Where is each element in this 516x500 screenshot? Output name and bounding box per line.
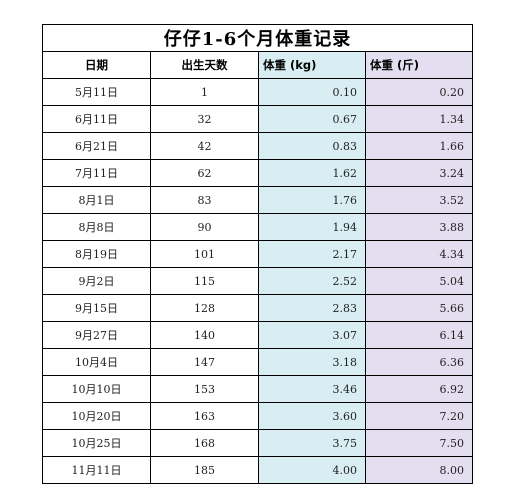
header-weight-kg: 体重 (kg) [258, 51, 366, 79]
table-row: 11月11日 185 4.00 8.00 [42, 456, 474, 484]
cell-weight-jin: 4.34 [364, 240, 474, 268]
cell-weight-kg: 1.62 [258, 159, 366, 187]
cell-weight-kg: 3.60 [258, 402, 366, 430]
cell-date: 10月10日 [42, 375, 151, 403]
cell-weight-kg: 2.52 [258, 267, 366, 295]
cell-date: 8月8日 [42, 213, 151, 241]
cell-days: 153 [150, 375, 259, 403]
cell-weight-kg: 1.94 [258, 213, 366, 241]
cell-days: 42 [150, 132, 259, 160]
cell-weight-kg: 0.83 [258, 132, 366, 160]
cell-weight-jin: 1.66 [364, 132, 474, 160]
cell-date: 5月11日 [42, 78, 151, 106]
table-row: 7月11日 62 1.62 3.24 [42, 159, 474, 187]
table-row: 6月21日 42 0.83 1.66 [42, 132, 474, 160]
cell-days: 115 [150, 267, 259, 295]
weight-table: 仔仔1-6个月体重记录 日期 出生天数 体重 (kg) 体重 (斤) 5月11日… [41, 24, 474, 484]
table-row: 10月20日 163 3.60 7.20 [42, 402, 474, 430]
cell-weight-kg: 3.07 [258, 321, 366, 349]
cell-days: 62 [150, 159, 259, 187]
table-row: 5月11日 1 0.10 0.20 [42, 78, 474, 106]
cell-weight-kg: 3.46 [258, 375, 366, 403]
cell-days: 185 [150, 456, 259, 484]
cell-days: 128 [150, 294, 259, 322]
cell-days: 163 [150, 402, 259, 430]
cell-days: 147 [150, 348, 259, 376]
table-body: 5月11日 1 0.10 0.20 6月11日 32 0.67 1.34 6月21日 42 0.83… [42, 78, 474, 484]
title-row: 仔仔1-6个月体重记录 [41, 24, 474, 52]
header-row: 日期 出生天数 体重 (kg) 体重 (斤) [42, 51, 474, 79]
header-date: 日期 [42, 51, 151, 79]
cell-weight-kg: 4.00 [258, 456, 366, 484]
cell-weight-jin: 0.20 [364, 78, 474, 106]
cell-weight-jin: 5.04 [364, 267, 474, 295]
table-row: 10月10日 153 3.46 6.92 [42, 375, 474, 403]
cell-weight-jin: 5.66 [364, 294, 474, 322]
cell-weight-kg: 2.83 [258, 294, 366, 322]
table-row: 6月11日 32 0.67 1.34 [42, 105, 474, 133]
weight-record-sheet: 仔仔1-6个月体重记录 日期 出生天数 体重 (kg) 体重 (斤) 5月11日… [41, 24, 474, 484]
cell-date: 10月20日 [42, 402, 151, 430]
cell-weight-kg: 3.75 [258, 429, 366, 457]
cell-date: 10月25日 [42, 429, 151, 457]
cell-weight-kg: 2.17 [258, 240, 366, 268]
table-row: 8月19日 101 2.17 4.34 [42, 240, 474, 268]
cell-weight-kg: 3.18 [258, 348, 366, 376]
table-row: 8月1日 83 1.76 3.52 [42, 186, 474, 214]
cell-days: 101 [150, 240, 259, 268]
header-days: 出生天数 [150, 51, 259, 79]
cell-weight-kg: 1.76 [258, 186, 366, 214]
cell-days: 140 [150, 321, 259, 349]
cell-weight-jin: 3.24 [364, 159, 474, 187]
cell-date: 9月27日 [42, 321, 151, 349]
cell-date: 10月4日 [42, 348, 151, 376]
table-row: 10月4日 147 3.18 6.36 [42, 348, 474, 376]
cell-weight-jin: 3.88 [364, 213, 474, 241]
cell-days: 83 [150, 186, 259, 214]
cell-weight-jin: 8.00 [364, 456, 474, 484]
cell-date: 7月11日 [42, 159, 151, 187]
cell-weight-jin: 3.52 [364, 186, 474, 214]
table-row: 9月27日 140 3.07 6.14 [42, 321, 474, 349]
table-row: 8月8日 90 1.94 3.88 [42, 213, 474, 241]
cell-date: 9月2日 [42, 267, 151, 295]
cell-weight-jin: 1.34 [364, 105, 474, 133]
cell-weight-kg: 0.67 [258, 105, 366, 133]
cell-weight-jin: 6.92 [364, 375, 474, 403]
cell-date: 9月15日 [42, 294, 151, 322]
cell-weight-jin: 7.20 [364, 402, 474, 430]
cell-date: 6月11日 [42, 105, 151, 133]
table-title: 仔仔1-6个月体重记录 [41, 24, 474, 52]
cell-weight-jin: 6.36 [364, 348, 474, 376]
cell-days: 168 [150, 429, 259, 457]
cell-weight-jin: 6.14 [364, 321, 474, 349]
cell-days: 1 [150, 78, 259, 106]
cell-weight-jin: 7.50 [364, 429, 474, 457]
cell-date: 6月21日 [42, 132, 151, 160]
cell-weight-kg: 0.10 [258, 78, 366, 106]
cell-days: 90 [150, 213, 259, 241]
cell-date: 8月1日 [42, 186, 151, 214]
cell-date: 11月11日 [42, 456, 151, 484]
table-row: 9月2日 115 2.52 5.04 [42, 267, 474, 295]
table-row: 10月25日 168 3.75 7.50 [42, 429, 474, 457]
cell-days: 32 [150, 105, 259, 133]
table-row: 9月15日 128 2.83 5.66 [42, 294, 474, 322]
cell-date: 8月19日 [42, 240, 151, 268]
header-weight-jin: 体重 (斤) [364, 51, 474, 79]
